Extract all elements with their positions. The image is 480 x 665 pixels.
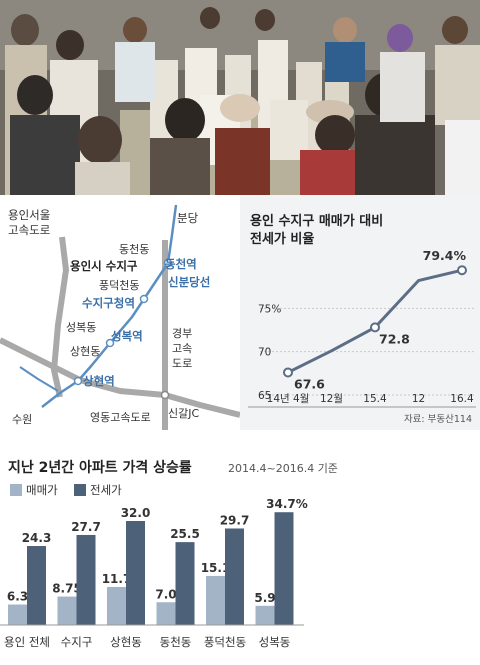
label-sanghyeon-station: 상현역	[83, 374, 115, 388]
bar	[225, 528, 244, 625]
bar-category-label: 상현동	[110, 635, 142, 649]
line-data-label: 72.8	[379, 331, 410, 346]
line-data-label: 79.4%	[423, 248, 467, 263]
singal-jc-dot	[160, 390, 170, 400]
line-y-tick-label: 70	[258, 347, 271, 359]
bar-category-label: 수지구	[61, 635, 93, 649]
station-suji-gu-office-dot	[139, 294, 149, 304]
photo-model-house-crowd	[0, 0, 480, 195]
label-singal-jc: 신갈JC	[168, 406, 199, 420]
bar-data-label: 8.75	[52, 582, 82, 596]
rail-sinbundang-line	[41, 204, 178, 408]
bar-category-label: 풍덕천동	[204, 635, 246, 649]
rail-branch	[19, 366, 59, 392]
bar-data-label: 25.5	[170, 527, 200, 541]
bar-chart: 지난 2년간 아파트 가격 상승률 2014.4~2016.4 기준 매매가 전세…	[0, 459, 338, 649]
label-seongbok-dong: 성복동	[66, 321, 96, 334]
bar	[8, 604, 27, 625]
label-yongin-suji: 용인시 수지구	[70, 259, 138, 273]
line-y-tick-label: 75%	[258, 303, 281, 315]
bar-data-label: 32.0	[121, 506, 151, 520]
label-gyeongbu-expressway: 경부 고속 도로	[172, 327, 192, 370]
bar	[76, 534, 96, 625]
line-x-tick-label: 14년 4월	[267, 393, 310, 405]
label-dongcheon-dong: 동천동	[119, 242, 149, 256]
bar-data-label: 11.7	[102, 572, 132, 586]
label-suji-gu-office-station: 수지구청역	[82, 296, 135, 310]
line-x-tick-label: 12월	[320, 393, 343, 405]
line-y-tick-label: 65	[258, 390, 271, 402]
label-dongcheon-station: 동천역	[165, 257, 197, 271]
bar-data-label: 6.3	[7, 590, 28, 604]
legend-swatch	[74, 484, 86, 496]
label-suwon: 수원	[12, 413, 32, 426]
label-seongbok-station: 성복역	[111, 329, 143, 343]
bar-data-label: 15.1	[201, 561, 231, 575]
bar-chart-subtitle: 2014.4~2016.4 기준	[228, 462, 338, 475]
label-pungdeokcheon-dong: 풍덕천동	[99, 278, 139, 292]
station-sanghyeon-dot	[73, 376, 83, 386]
bar-data-label: 24.3	[22, 531, 52, 545]
legend-swatch	[10, 484, 22, 496]
bar-data-label: 34.7%	[266, 497, 308, 511]
label-expressway-yongin-seoul: 용인서울 고속도로	[8, 208, 50, 237]
line-point	[370, 322, 380, 333]
bar-category-label: 동천동	[160, 635, 192, 649]
road-yeongdong-expressway	[0, 337, 240, 418]
bar-data-label: 27.7	[71, 520, 101, 534]
line-x-tick-label: 16.4	[450, 393, 474, 405]
line-point	[457, 265, 467, 276]
label-sanghyeon-dong: 상현동	[70, 345, 100, 358]
bar-chart-title: 지난 2년간 아파트 가격 상승률	[8, 459, 192, 476]
bar-category-label: 용인 전체	[4, 635, 50, 649]
label-bundang: 분당	[177, 211, 199, 225]
bar-data-label: 5.9	[254, 591, 275, 605]
legend-label: 전세가	[90, 483, 122, 497]
road-yongin-seoul-expressway	[51, 236, 69, 398]
bar-category-label: 성복동	[259, 635, 291, 649]
line-data-label: 67.6	[294, 376, 325, 391]
bar	[175, 542, 195, 625]
bar	[274, 512, 294, 625]
bar	[57, 596, 77, 625]
label-yeongdong-expressway: 영동고속도로	[90, 411, 151, 424]
line-x-tick-label: 15.4	[363, 393, 387, 405]
line-chart: 용인 수지구 매매가 대비 전세가 비율 65 70 75% 67.6 72.8 79.4…	[240, 195, 480, 430]
bar-data-label: 7.0	[155, 587, 176, 601]
line-point	[283, 367, 293, 378]
bar	[206, 575, 225, 625]
bar	[107, 586, 126, 625]
legend-label: 매매가	[26, 483, 58, 497]
bar	[255, 605, 275, 625]
label-sinbundang-line: 신분당선	[168, 275, 210, 289]
bar	[27, 546, 46, 625]
line-chart-title: 용인 수지구 매매가 대비 전세가 비율	[250, 213, 383, 247]
station-dongcheon-dot	[163, 258, 173, 268]
station-seongbok-dot	[105, 338, 115, 348]
line-x-tick-label: 12	[412, 393, 425, 405]
bar-data-label: 29.7	[220, 513, 250, 527]
bar	[126, 521, 145, 625]
line-chart-source: 자료: 부동산114	[404, 414, 472, 425]
suji-map: 용인서울 고속도로 분당 동천동 용인시 수지구 동천역 풍덕천동 신분당선 수지…	[0, 195, 240, 430]
bar	[156, 602, 176, 625]
